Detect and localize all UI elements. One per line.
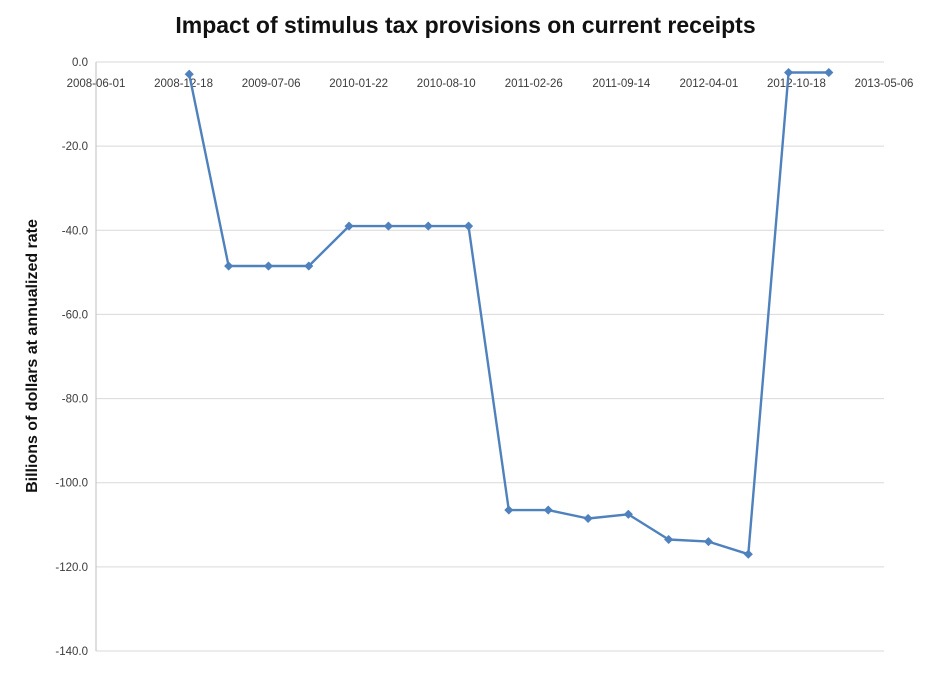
- x-tick-label: 2013-05-06: [855, 78, 914, 90]
- x-tick-label: 2010-08-10: [417, 78, 476, 90]
- data-line: [187, 71, 830, 556]
- y-tick-label: -140.0: [55, 646, 88, 658]
- chart-title: Impact of stimulus tax provisions on cur…: [175, 12, 756, 38]
- x-tick-label: 2009-07-06: [242, 78, 301, 90]
- data-point-marker: [304, 261, 314, 271]
- x-tick-label: 2011-02-26: [505, 78, 563, 90]
- data-point-marker: [663, 534, 674, 545]
- data-point-marker: [263, 261, 274, 271]
- data-point-marker: [623, 509, 633, 519]
- data-point-marker: [504, 505, 514, 515]
- data-point-marker: [463, 221, 474, 231]
- data-point-marker: [743, 549, 753, 559]
- data-point-marker: [703, 536, 714, 547]
- y-tick-label: -60.0: [62, 309, 88, 321]
- x-tick-label: 2012-10-18: [767, 78, 826, 90]
- data-point-marker: [344, 221, 354, 231]
- data-point-marker: [824, 67, 834, 78]
- x-tick-label: 2008-12-18: [154, 78, 213, 90]
- y-tick-label: -120.0: [55, 562, 88, 574]
- y-tick-label: 0.0: [72, 57, 88, 69]
- data-point-marker: [783, 67, 794, 78]
- data-point-marker: [583, 513, 593, 524]
- y-tick-label: -40.0: [62, 225, 88, 237]
- x-tick-label: 2010-01-22: [329, 78, 388, 90]
- x-tick-label: 2008-06-01: [67, 78, 126, 90]
- data-point-marker: [543, 505, 553, 515]
- data-point-marker: [383, 221, 394, 231]
- y-tick-label: -100.0: [55, 478, 88, 490]
- data-point-marker: [423, 221, 433, 231]
- x-tick-label: 2011-09-14: [592, 78, 651, 90]
- data-point-marker: [184, 69, 194, 79]
- x-tick-label: 2012-04-01: [679, 78, 738, 90]
- data-point-marker: [223, 261, 234, 271]
- y-tick-label: -80.0: [62, 394, 88, 406]
- y-tick-label: -20.0: [62, 141, 88, 153]
